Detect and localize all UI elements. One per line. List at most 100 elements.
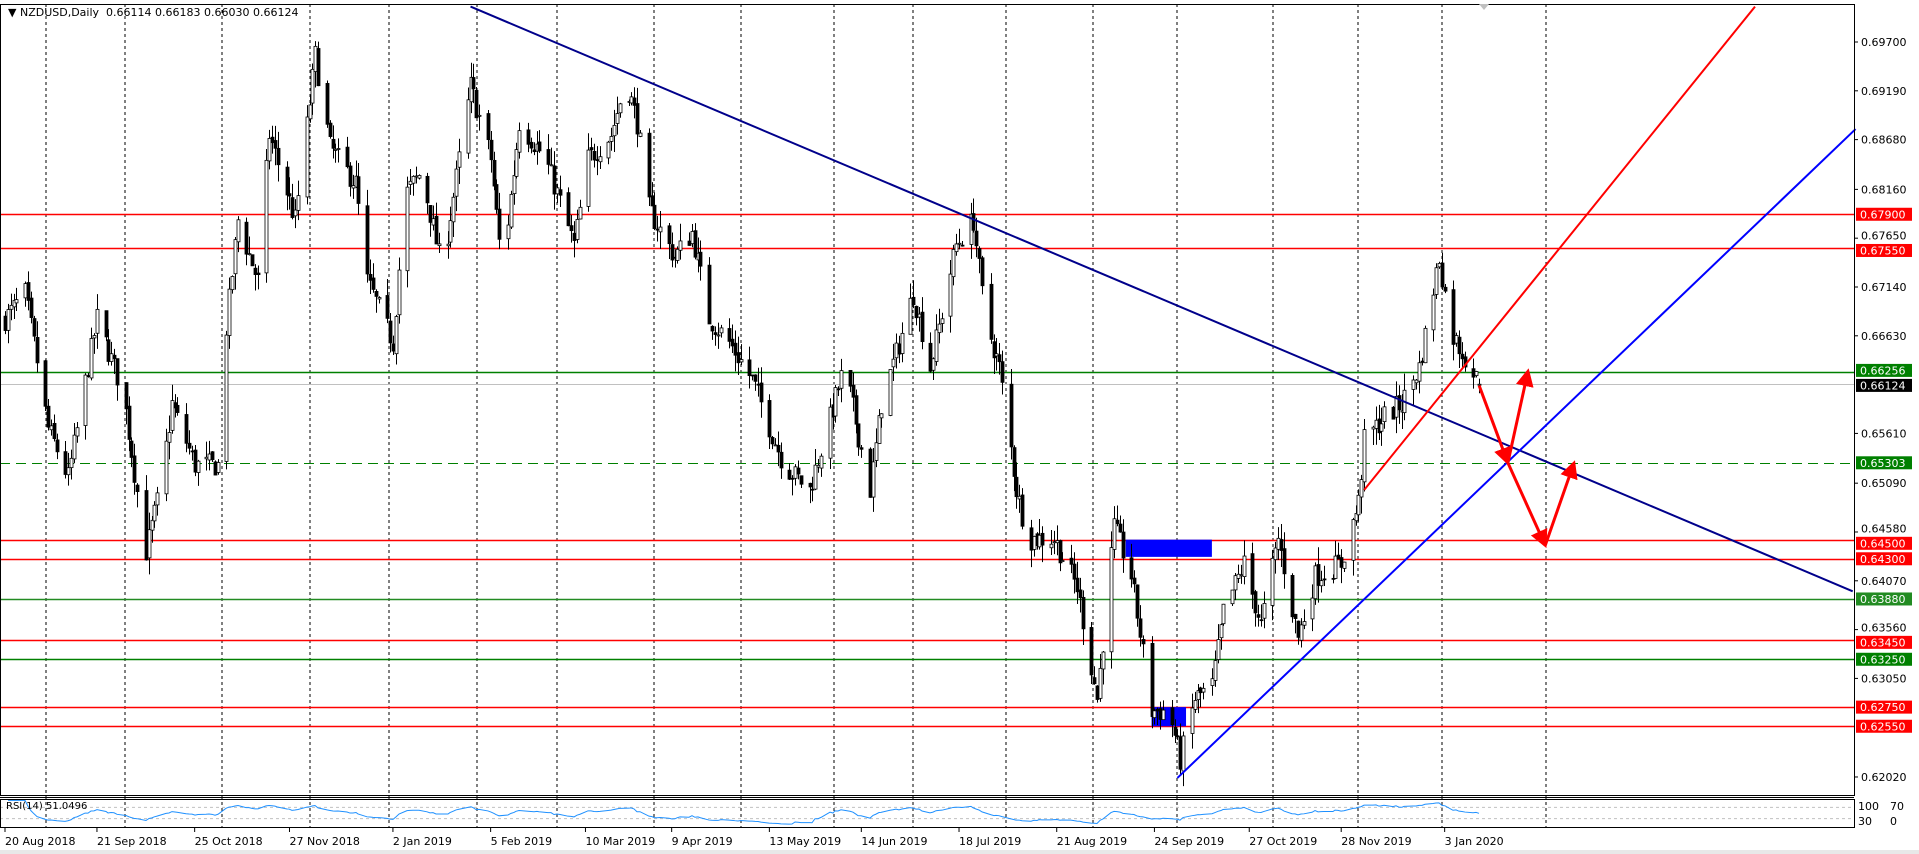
candle-body xyxy=(549,164,554,167)
price-tick-label: 0.65090 xyxy=(1861,477,1907,490)
candle-body xyxy=(1213,660,1218,681)
candle-body xyxy=(879,413,884,419)
candle-body xyxy=(457,151,462,168)
candle-body xyxy=(236,219,241,243)
candle xyxy=(434,202,439,245)
candle-body xyxy=(175,404,180,413)
candle-body xyxy=(1471,368,1476,378)
candle-body xyxy=(224,334,229,462)
date-tick-label: 21 Aug 2019 xyxy=(1057,835,1127,848)
candle xyxy=(796,460,801,480)
candle-body xyxy=(770,437,775,445)
candle-body xyxy=(1150,642,1155,717)
candle-body xyxy=(247,253,252,256)
candle xyxy=(1170,699,1175,738)
price-label-text: 0.66124 xyxy=(1860,379,1906,392)
candle xyxy=(216,459,221,475)
candle-body xyxy=(716,334,721,337)
candle-body xyxy=(589,147,594,151)
candle-body xyxy=(325,83,330,125)
candle xyxy=(267,129,272,170)
candle-body xyxy=(997,354,1002,363)
candle-body xyxy=(1443,286,1448,292)
candle xyxy=(1423,325,1428,364)
candle xyxy=(256,265,261,290)
candle-body xyxy=(512,175,517,195)
candle-body xyxy=(132,455,137,483)
candle-body xyxy=(1371,426,1376,430)
candle-body xyxy=(667,225,672,245)
candle xyxy=(1382,401,1387,429)
candle xyxy=(546,134,551,175)
candle xyxy=(753,374,758,391)
candle-body xyxy=(655,228,660,231)
candles xyxy=(3,41,1482,787)
candle xyxy=(1431,288,1436,342)
candle-body xyxy=(635,103,640,135)
candle xyxy=(1081,590,1086,646)
candle xyxy=(155,486,160,516)
collapse-triangle-icon[interactable]: ▼ xyxy=(8,6,20,19)
candle xyxy=(1089,622,1094,685)
price-label-text: 0.63880 xyxy=(1860,593,1906,606)
candle-body xyxy=(1460,353,1465,360)
candle-body xyxy=(575,218,580,240)
candle-body xyxy=(1431,294,1436,331)
candle-body xyxy=(833,387,838,417)
candle-body xyxy=(509,193,514,228)
candle-body xyxy=(1141,639,1146,645)
candle xyxy=(1313,562,1318,605)
candle-body xyxy=(1098,667,1103,699)
candle xyxy=(589,137,594,161)
candle-body xyxy=(414,175,419,178)
candle-body xyxy=(1138,618,1143,638)
candle xyxy=(678,223,683,260)
candle-body xyxy=(1273,547,1278,561)
candle-body xyxy=(127,405,132,440)
candle xyxy=(1213,650,1218,687)
candle xyxy=(509,190,514,230)
candle-body xyxy=(1017,495,1022,500)
date-tick-label: 13 May 2019 xyxy=(769,835,841,848)
candle xyxy=(974,217,979,258)
forecast-arrow xyxy=(1477,385,1512,466)
candle xyxy=(566,187,571,227)
candle-body xyxy=(828,406,833,459)
candle-body xyxy=(629,96,634,104)
candle-body xyxy=(1158,708,1163,720)
candle xyxy=(957,228,962,250)
high-value: 0.66183 xyxy=(155,6,201,19)
candle-body xyxy=(632,97,637,106)
date-tick-label: 2 Jan 2019 xyxy=(393,835,452,848)
candle xyxy=(9,293,14,321)
candle xyxy=(1152,708,1157,725)
price-label-badge xyxy=(1856,536,1912,550)
candle-body xyxy=(446,243,451,247)
candle-body xyxy=(558,189,563,196)
date-tick-label: 27 Oct 2019 xyxy=(1249,835,1317,848)
candle xyxy=(152,501,157,528)
candle-body xyxy=(451,196,456,223)
candle-body xyxy=(819,455,824,469)
candle xyxy=(6,303,11,344)
candle-body xyxy=(86,375,91,378)
candle xyxy=(187,430,192,455)
price-label-badge xyxy=(1856,456,1912,470)
candle-body xyxy=(960,244,965,247)
candle-body xyxy=(1190,707,1195,734)
candle-body xyxy=(1454,335,1459,344)
candle-body xyxy=(920,311,925,343)
candle-body xyxy=(474,89,479,119)
candle xyxy=(466,87,471,159)
candle xyxy=(1319,570,1324,593)
candle xyxy=(526,122,531,153)
candle xyxy=(713,326,718,346)
candle xyxy=(891,343,896,381)
price-label-text: 0.67900 xyxy=(1860,208,1906,221)
candle-body xyxy=(250,254,255,267)
candle-body xyxy=(193,449,198,473)
candle xyxy=(675,246,680,264)
candle xyxy=(244,217,249,266)
candle-body xyxy=(356,176,361,204)
